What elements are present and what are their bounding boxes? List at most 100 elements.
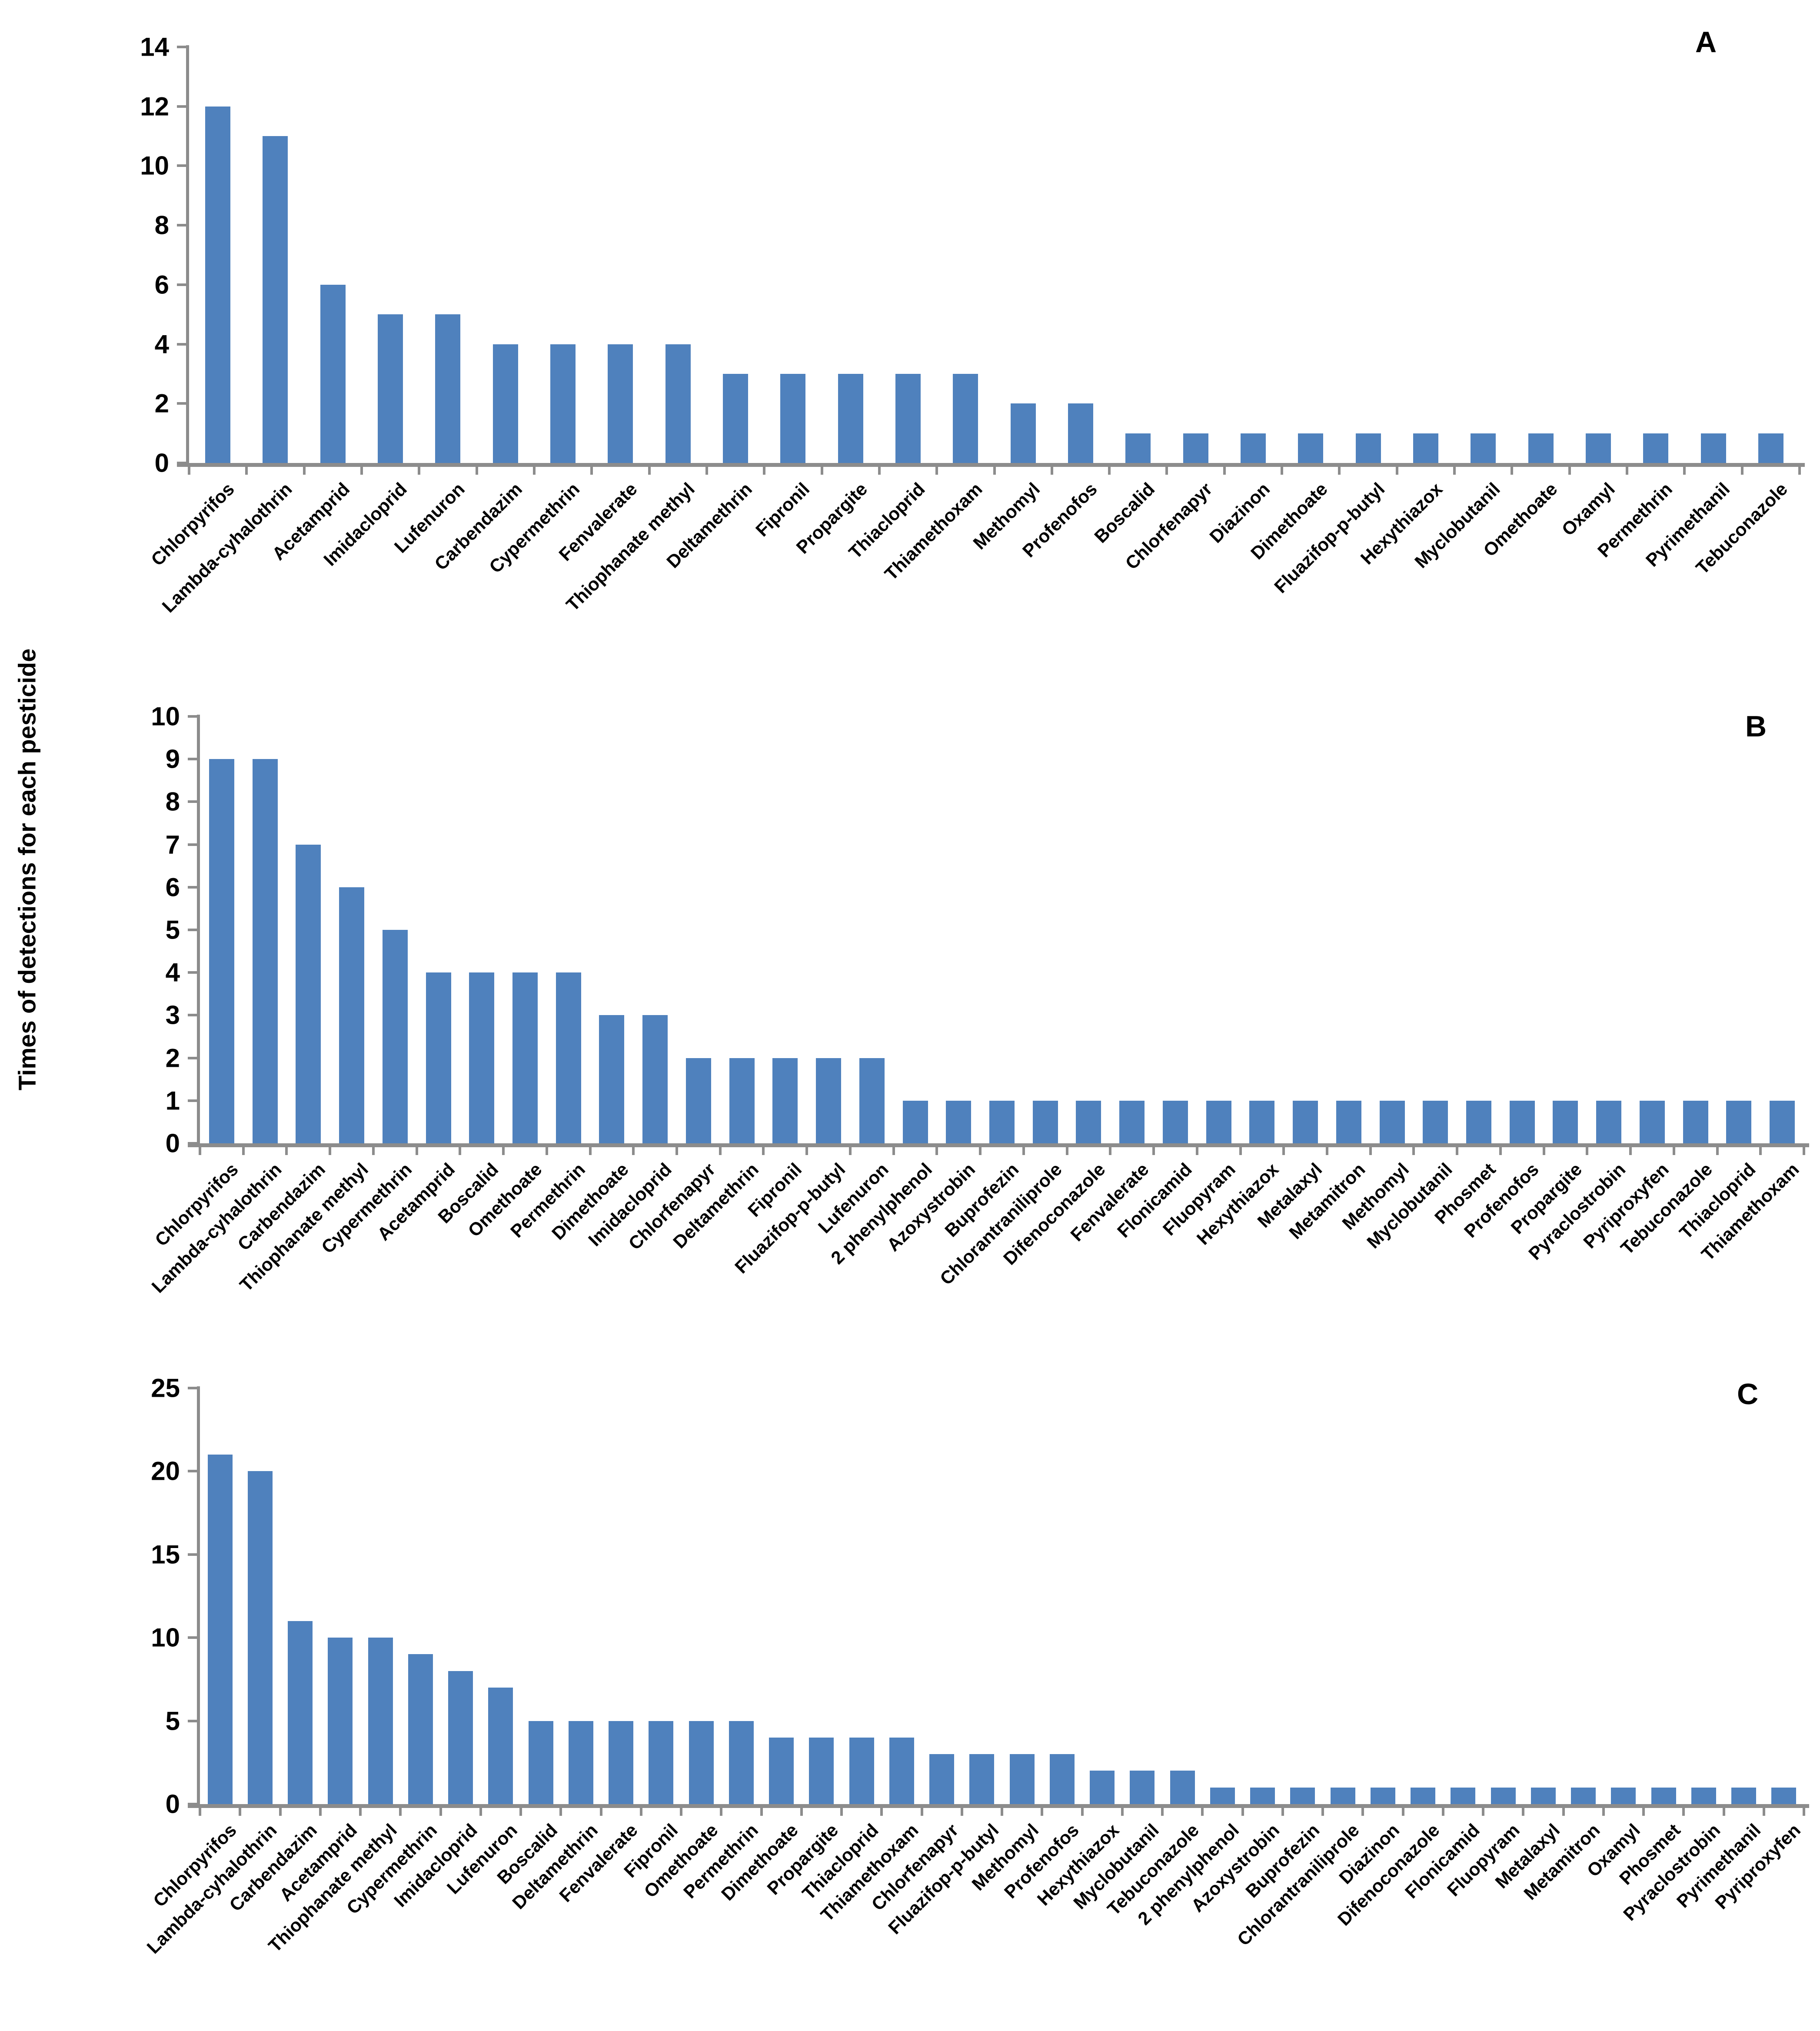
x-axis-tick	[439, 1804, 442, 1816]
y-axis-tick	[188, 971, 198, 974]
bar	[849, 1737, 874, 1804]
bar	[1068, 403, 1093, 463]
x-axis-tick	[763, 463, 766, 475]
x-axis-tick	[1152, 1143, 1155, 1155]
x-axis-tick	[1281, 1804, 1284, 1816]
x-axis-tick	[1081, 1804, 1084, 1816]
bar	[1119, 1100, 1145, 1143]
x-axis-tick	[1803, 1143, 1805, 1155]
y-axis-line	[197, 715, 200, 1143]
x-axis-tick	[475, 463, 478, 475]
bar	[1183, 433, 1208, 463]
bar	[382, 930, 408, 1143]
bar	[328, 1638, 353, 1804]
x-axis-tick	[1629, 1143, 1632, 1155]
x-axis-tick	[532, 463, 536, 475]
bar	[729, 1721, 754, 1804]
y-axis-tick-label: 6	[165, 872, 180, 902]
x-axis-tick	[675, 1143, 679, 1155]
bar	[1010, 403, 1036, 463]
y-axis-tick-label: 0	[165, 1129, 180, 1158]
bar	[205, 106, 231, 463]
bar	[209, 759, 234, 1143]
x-axis-tick	[188, 463, 190, 475]
bar	[1290, 1787, 1315, 1804]
bar	[550, 344, 576, 463]
bar	[1571, 1787, 1596, 1804]
y-axis-tick	[177, 46, 187, 48]
x-axis-tick	[632, 1143, 635, 1155]
x-axis-tick	[1050, 463, 1053, 475]
y-axis-tick	[177, 283, 187, 286]
bar	[488, 1688, 513, 1804]
x-axis-tick	[648, 463, 651, 475]
bar	[902, 1100, 928, 1143]
x-axis-tick	[760, 1804, 763, 1816]
bar	[689, 1721, 714, 1804]
bar	[408, 1654, 433, 1804]
x-axis-tick	[848, 1143, 852, 1155]
y-axis-tick	[188, 1636, 198, 1639]
y-axis-tick	[188, 1553, 198, 1556]
bar	[685, 1058, 711, 1143]
x-axis-tick	[1672, 1143, 1675, 1155]
x-axis-tick	[920, 1804, 923, 1816]
y-axis-tick	[188, 1142, 198, 1145]
x-axis-tick	[720, 1804, 723, 1816]
bar	[729, 1058, 755, 1143]
x-axis-tick	[1401, 1804, 1404, 1816]
y-axis-tick-label: 10	[140, 151, 169, 180]
x-axis-tick	[545, 1143, 548, 1155]
bar	[665, 344, 691, 463]
x-axis-tick	[1562, 1804, 1565, 1816]
bar	[528, 1721, 553, 1804]
x-axis-tick	[639, 1804, 642, 1816]
bar	[1125, 433, 1151, 463]
bar	[1611, 1787, 1636, 1804]
x-axis-tick	[1456, 1143, 1459, 1155]
bar	[1585, 433, 1611, 463]
y-axis-tick	[177, 224, 187, 227]
y-axis-tick-label: 2	[154, 389, 169, 418]
x-category-label: Thiamethoxam	[880, 479, 986, 584]
bar	[859, 1058, 885, 1143]
x-axis-tick	[1223, 463, 1226, 475]
x-axis-tick	[1716, 1143, 1719, 1155]
bar	[969, 1754, 995, 1804]
bar	[1651, 1787, 1676, 1804]
y-axis-tick-label: 15	[151, 1540, 180, 1569]
x-axis-tick	[319, 1804, 322, 1816]
y-axis-tick-label: 8	[154, 210, 169, 240]
x-axis-tick	[360, 463, 363, 475]
bar	[1423, 1100, 1448, 1143]
y-axis-tick-label: 9	[165, 744, 180, 774]
x-axis-tick	[1165, 463, 1168, 475]
panel-label-c: C	[1737, 1378, 1759, 1411]
x-axis-tick	[1568, 463, 1571, 475]
bar	[378, 314, 403, 463]
x-axis-tick	[1642, 1804, 1645, 1816]
x-axis-tick	[1602, 1804, 1605, 1816]
x-axis-tick	[935, 1143, 938, 1155]
bar	[1731, 1787, 1757, 1804]
bar	[1076, 1100, 1101, 1143]
x-axis-tick	[303, 463, 306, 475]
bar	[599, 1015, 625, 1143]
x-axis-tick	[878, 463, 881, 475]
bar	[320, 284, 346, 463]
x-axis-tick	[199, 1804, 201, 1816]
bar	[1531, 1787, 1556, 1804]
y-axis-tick	[188, 843, 198, 846]
x-axis-tick	[1201, 1804, 1204, 1816]
y-axis-tick-label: 6	[154, 270, 169, 300]
bar	[816, 1058, 842, 1143]
bar	[1240, 433, 1266, 463]
bar	[1771, 1787, 1797, 1804]
bar	[1491, 1787, 1516, 1804]
y-axis-tick-label: 2	[165, 1043, 180, 1073]
x-axis-tick	[589, 1143, 592, 1155]
y-axis-tick-label: 14	[140, 32, 169, 62]
x-axis-tick	[1740, 463, 1743, 475]
bar	[1049, 1754, 1075, 1804]
bar	[1726, 1100, 1752, 1143]
